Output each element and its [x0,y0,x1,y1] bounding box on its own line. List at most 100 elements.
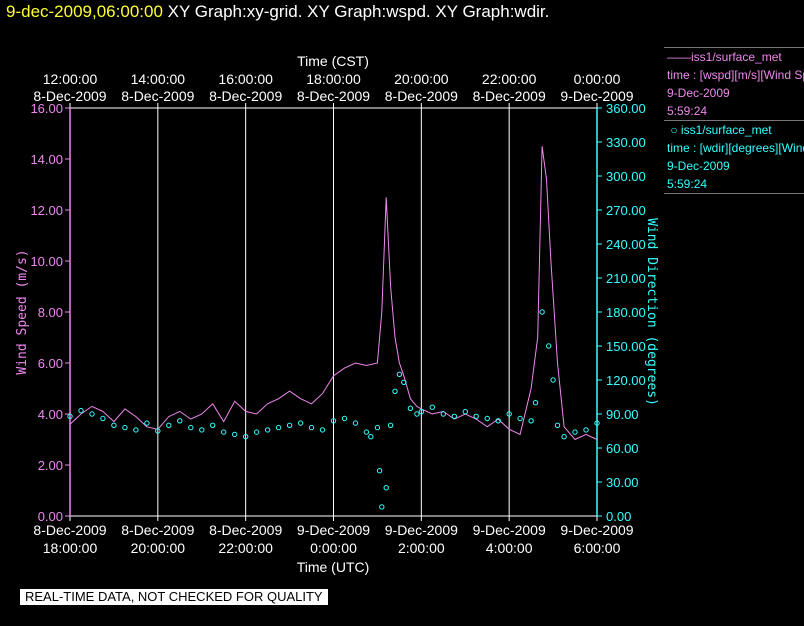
legend-source: iss1/surface_met [691,50,782,64]
x2-tick-date: 8-Dec-2009 [121,88,194,104]
x-tick-date: 9-Dec-2009 [473,522,546,538]
x-axis-bottom-ticks: 8-Dec-2009 18:00:00 8-Dec-2009 20:00:00 8-De… [33,516,634,556]
x2-tick-time: 12:00:00 [43,71,98,87]
series-point-wind-direction [188,424,194,431]
series-point-wind-direction [275,424,282,431]
y2-tick-label: 210.00 [606,271,646,286]
y-tick-label: 12.00 [30,203,63,218]
x2-tick-time: 14:00:00 [131,71,186,87]
series-point-wind-direction [532,400,539,406]
legend-source: iss1/surface_met [680,123,772,137]
y2-tick-label: 120.00 [606,373,646,388]
y-tick-label: 14.00 [30,152,63,167]
series-point-wind-direction [407,405,414,411]
x-tick-date: 8-Dec-2009 [209,522,282,538]
series-point-wind-direction [330,418,337,424]
x2-tick-date: 8-Dec-2009 [209,88,282,104]
x2-tick-time: 20:00:00 [394,71,449,87]
x2-tick-time: 18:00:00 [306,71,361,87]
series-point-wind-direction [199,427,205,433]
series-point-wind-direction [528,418,534,424]
series-point-wind-direction [319,427,326,433]
series-point-wind-direction [383,485,389,491]
series-point-wind-direction [572,429,578,435]
y2-tick-label: 270.00 [606,203,646,218]
series-point-wind-direction [177,418,183,424]
x-axis-top-ticks: 12:00:008-Dec-200914:00:008-Dec-200916:0… [33,71,634,108]
y2-tick-label: 330.00 [606,135,646,150]
y2-tick-label: 0.00 [606,509,631,524]
y2-tick-label: 360.00 [606,101,646,116]
y-tick-label: 0.00 [38,509,63,524]
legend-date: 9-Dec-2009 [667,86,730,100]
series-point-wind-direction [396,371,403,377]
series-point-wind-direction [133,427,139,433]
series-point-wind-direction [583,427,589,433]
series-point-wind-direction [144,420,150,426]
x-tick-time: 22:00:00 [218,540,273,556]
x2-tick-date: 9-Dec-2009 [560,88,633,104]
legend-entry-wdir: ○ iss1/surface_met time : [wdir][degrees… [664,121,804,194]
grid [157,108,510,516]
header-timestamp: 9-dec-2009,06:00:00 [6,2,163,21]
x-tick-time: 18:00:00 [43,540,98,556]
legend-line-swatch: —— [667,50,691,64]
series-point-wind-direction [440,411,446,417]
legend-variable: time : [wspd][m/s][Wind Speed] [667,68,804,82]
series-point-wind-direction [264,427,271,433]
series-point-wind-direction [462,409,468,415]
legend: ——iss1/surface_met time : [wspd][m/s][Wi… [664,47,804,194]
y2-axis-ticks: 0.00 30.00 60.00 90.00 120.00 150.00 180.00 210… [597,101,646,524]
x-tick-time: 0:00:00 [310,540,357,556]
series-point-wind-direction [495,418,501,424]
series-point-wind-direction [594,420,600,426]
series-point-wind-direction [473,413,479,419]
y-tick-label: 16.00 [30,101,63,116]
legend-variable: time : [wdir][degrees][Wind Direction] [667,141,804,155]
series-point-wind-direction [111,422,117,428]
x-tick-date: 8-Dec-2009 [33,522,106,538]
series-point-wind-direction [100,415,106,422]
x2-axis-title: Time (CST) [297,53,369,69]
series-point-wind-direction [286,422,293,428]
series-point-wind-direction [363,429,370,435]
quality-note: REAL-TIME DATA, NOT CHECKED FOR QUALITY [20,589,328,605]
y2-axis-title: Wind Direction (degrees) [644,218,659,406]
x-tick-time: 6:00:00 [574,540,621,556]
series-point-wind-direction [451,413,457,419]
x2-tick-time: 16:00:00 [218,71,273,87]
x-tick-date: 9-Dec-2009 [385,522,458,538]
series-point-wind-direction [166,422,172,428]
series-point-wind-direction [297,420,304,426]
y2-tick-label: 60.00 [606,441,639,456]
series-point-wind-direction [308,424,315,431]
header-titles: XY Graph:xy-grid. XY Graph:wspd. XY Grap… [167,2,550,21]
y-tick-label: 2.00 [38,458,63,473]
series-point-wind-direction [210,422,216,428]
series-point-wind-direction [368,434,374,440]
series-point-wind-direction [429,404,435,410]
series-point-wind-direction [89,411,95,417]
x2-tick-date: 8-Dec-2009 [385,88,458,104]
series-point-wind-direction [387,422,394,428]
x-axis-title: Time (UTC) [297,559,370,575]
x-tick-time: 2:00:00 [398,540,445,556]
series-point-wind-direction [506,411,512,417]
series-point-wind-direction [122,424,128,431]
series-point-wind-direction [414,411,420,417]
x-tick-time: 20:00:00 [131,540,186,556]
y-axis-ticks: 0.00 2.00 4.00 6.00 8.00 10.00 12.00 14.00 16.00 [30,101,70,524]
series-point-wind-direction [379,504,385,510]
series-point-wind-direction [376,468,383,474]
series-point-wind-direction [539,309,545,315]
series-line-wind-speed [69,146,598,441]
y-axis-title: Wind Speed (m/s) [15,249,30,374]
legend-date: 9-Dec-2009 [667,159,730,173]
legend-entry-wspd: ——iss1/surface_met time : [wspd][m/s][Wi… [664,47,804,121]
series-point-wind-direction [554,422,561,428]
y2-tick-label: 300.00 [606,169,646,184]
y2-tick-label: 30.00 [606,475,639,490]
series [67,146,600,510]
series-point-wind-direction [221,429,227,435]
